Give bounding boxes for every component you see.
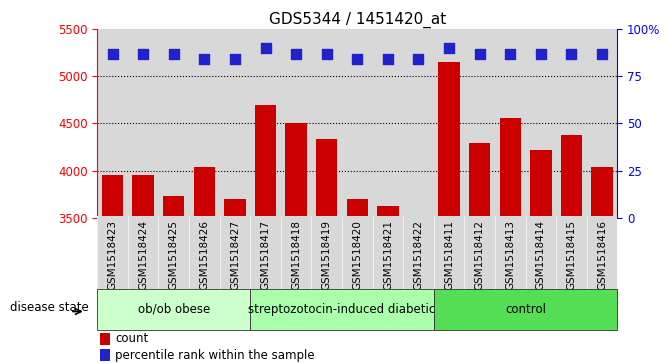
Bar [316, 139, 338, 218]
Point [229, 56, 240, 62]
FancyBboxPatch shape [250, 289, 433, 330]
Bar [102, 175, 123, 218]
Text: GSM1518411: GSM1518411 [444, 220, 454, 290]
Bar [189, 216, 219, 294]
Bar [403, 216, 433, 294]
Text: GSM1518423: GSM1518423 [107, 220, 117, 290]
Point [566, 51, 577, 57]
Text: GSM1518421: GSM1518421 [383, 220, 393, 290]
Bar [219, 29, 250, 218]
Point [199, 56, 210, 62]
Bar [97, 29, 128, 218]
Bar [556, 29, 586, 218]
Bar [194, 167, 215, 218]
Text: GSM1518425: GSM1518425 [169, 220, 178, 290]
Bar [469, 143, 491, 218]
Text: GSM1518426: GSM1518426 [199, 220, 209, 290]
Bar [224, 199, 246, 218]
Text: GSM1518418: GSM1518418 [291, 220, 301, 290]
Point [107, 51, 118, 57]
Text: GSM1518415: GSM1518415 [566, 220, 576, 290]
Bar [586, 29, 617, 218]
Bar [128, 29, 158, 218]
Point [382, 56, 393, 62]
Text: control: control [505, 303, 546, 316]
Bar [255, 105, 276, 218]
Point [138, 51, 148, 57]
Point [444, 45, 454, 51]
Bar [311, 216, 342, 294]
Bar [311, 29, 342, 218]
Bar [591, 167, 613, 218]
Text: GSM1518417: GSM1518417 [260, 220, 270, 290]
Bar [100, 349, 110, 362]
Text: GSM1518420: GSM1518420 [352, 220, 362, 290]
Bar [250, 216, 281, 294]
Text: percentile rank within the sample: percentile rank within the sample [115, 348, 315, 362]
Bar [372, 29, 403, 218]
Bar [189, 29, 219, 218]
Point [321, 51, 332, 57]
Bar [495, 216, 525, 294]
Bar [495, 29, 525, 218]
Bar [281, 216, 311, 294]
Text: GSM1518412: GSM1518412 [474, 220, 484, 290]
Point [535, 51, 546, 57]
Bar [342, 216, 372, 294]
Title: GDS5344 / 1451420_at: GDS5344 / 1451420_at [268, 12, 446, 28]
Bar [250, 29, 281, 218]
Bar [158, 216, 189, 294]
Text: GSM1518419: GSM1518419 [321, 220, 331, 290]
Bar [132, 175, 154, 218]
Point [291, 51, 301, 57]
Bar [464, 216, 495, 294]
Bar [438, 62, 460, 218]
Bar [433, 29, 464, 218]
Bar [556, 216, 586, 294]
Bar [464, 29, 495, 218]
Bar [586, 216, 617, 294]
Bar [525, 216, 556, 294]
Point [260, 45, 271, 51]
Bar [525, 29, 556, 218]
Point [352, 56, 362, 62]
Bar [530, 150, 552, 218]
Bar [281, 29, 311, 218]
Bar [158, 29, 189, 218]
Bar [285, 123, 307, 218]
Text: streptozotocin-induced diabetic: streptozotocin-induced diabetic [248, 303, 435, 316]
Text: GSM1518422: GSM1518422 [413, 220, 423, 290]
Text: GSM1518414: GSM1518414 [536, 220, 546, 290]
Bar [342, 29, 372, 218]
FancyBboxPatch shape [433, 289, 617, 330]
Point [474, 51, 485, 57]
Point [168, 51, 179, 57]
Text: ob/ob obese: ob/ob obese [138, 303, 210, 316]
Bar [219, 216, 250, 294]
Bar [128, 216, 158, 294]
Point [505, 51, 515, 57]
Bar [561, 135, 582, 218]
Bar [372, 216, 403, 294]
Bar [499, 118, 521, 218]
Point [413, 56, 424, 62]
Bar [100, 333, 110, 345]
Bar [433, 216, 464, 294]
Bar [97, 216, 128, 294]
Bar [347, 199, 368, 218]
FancyBboxPatch shape [97, 289, 250, 330]
Bar [377, 207, 399, 218]
Text: GSM1518427: GSM1518427 [230, 220, 240, 290]
Text: GSM1518413: GSM1518413 [505, 220, 515, 290]
Text: GSM1518416: GSM1518416 [597, 220, 607, 290]
Bar [163, 196, 185, 218]
Text: GSM1518424: GSM1518424 [138, 220, 148, 290]
Bar [403, 29, 433, 218]
Text: disease state: disease state [9, 301, 89, 314]
Point [597, 51, 607, 57]
Text: count: count [115, 332, 149, 345]
